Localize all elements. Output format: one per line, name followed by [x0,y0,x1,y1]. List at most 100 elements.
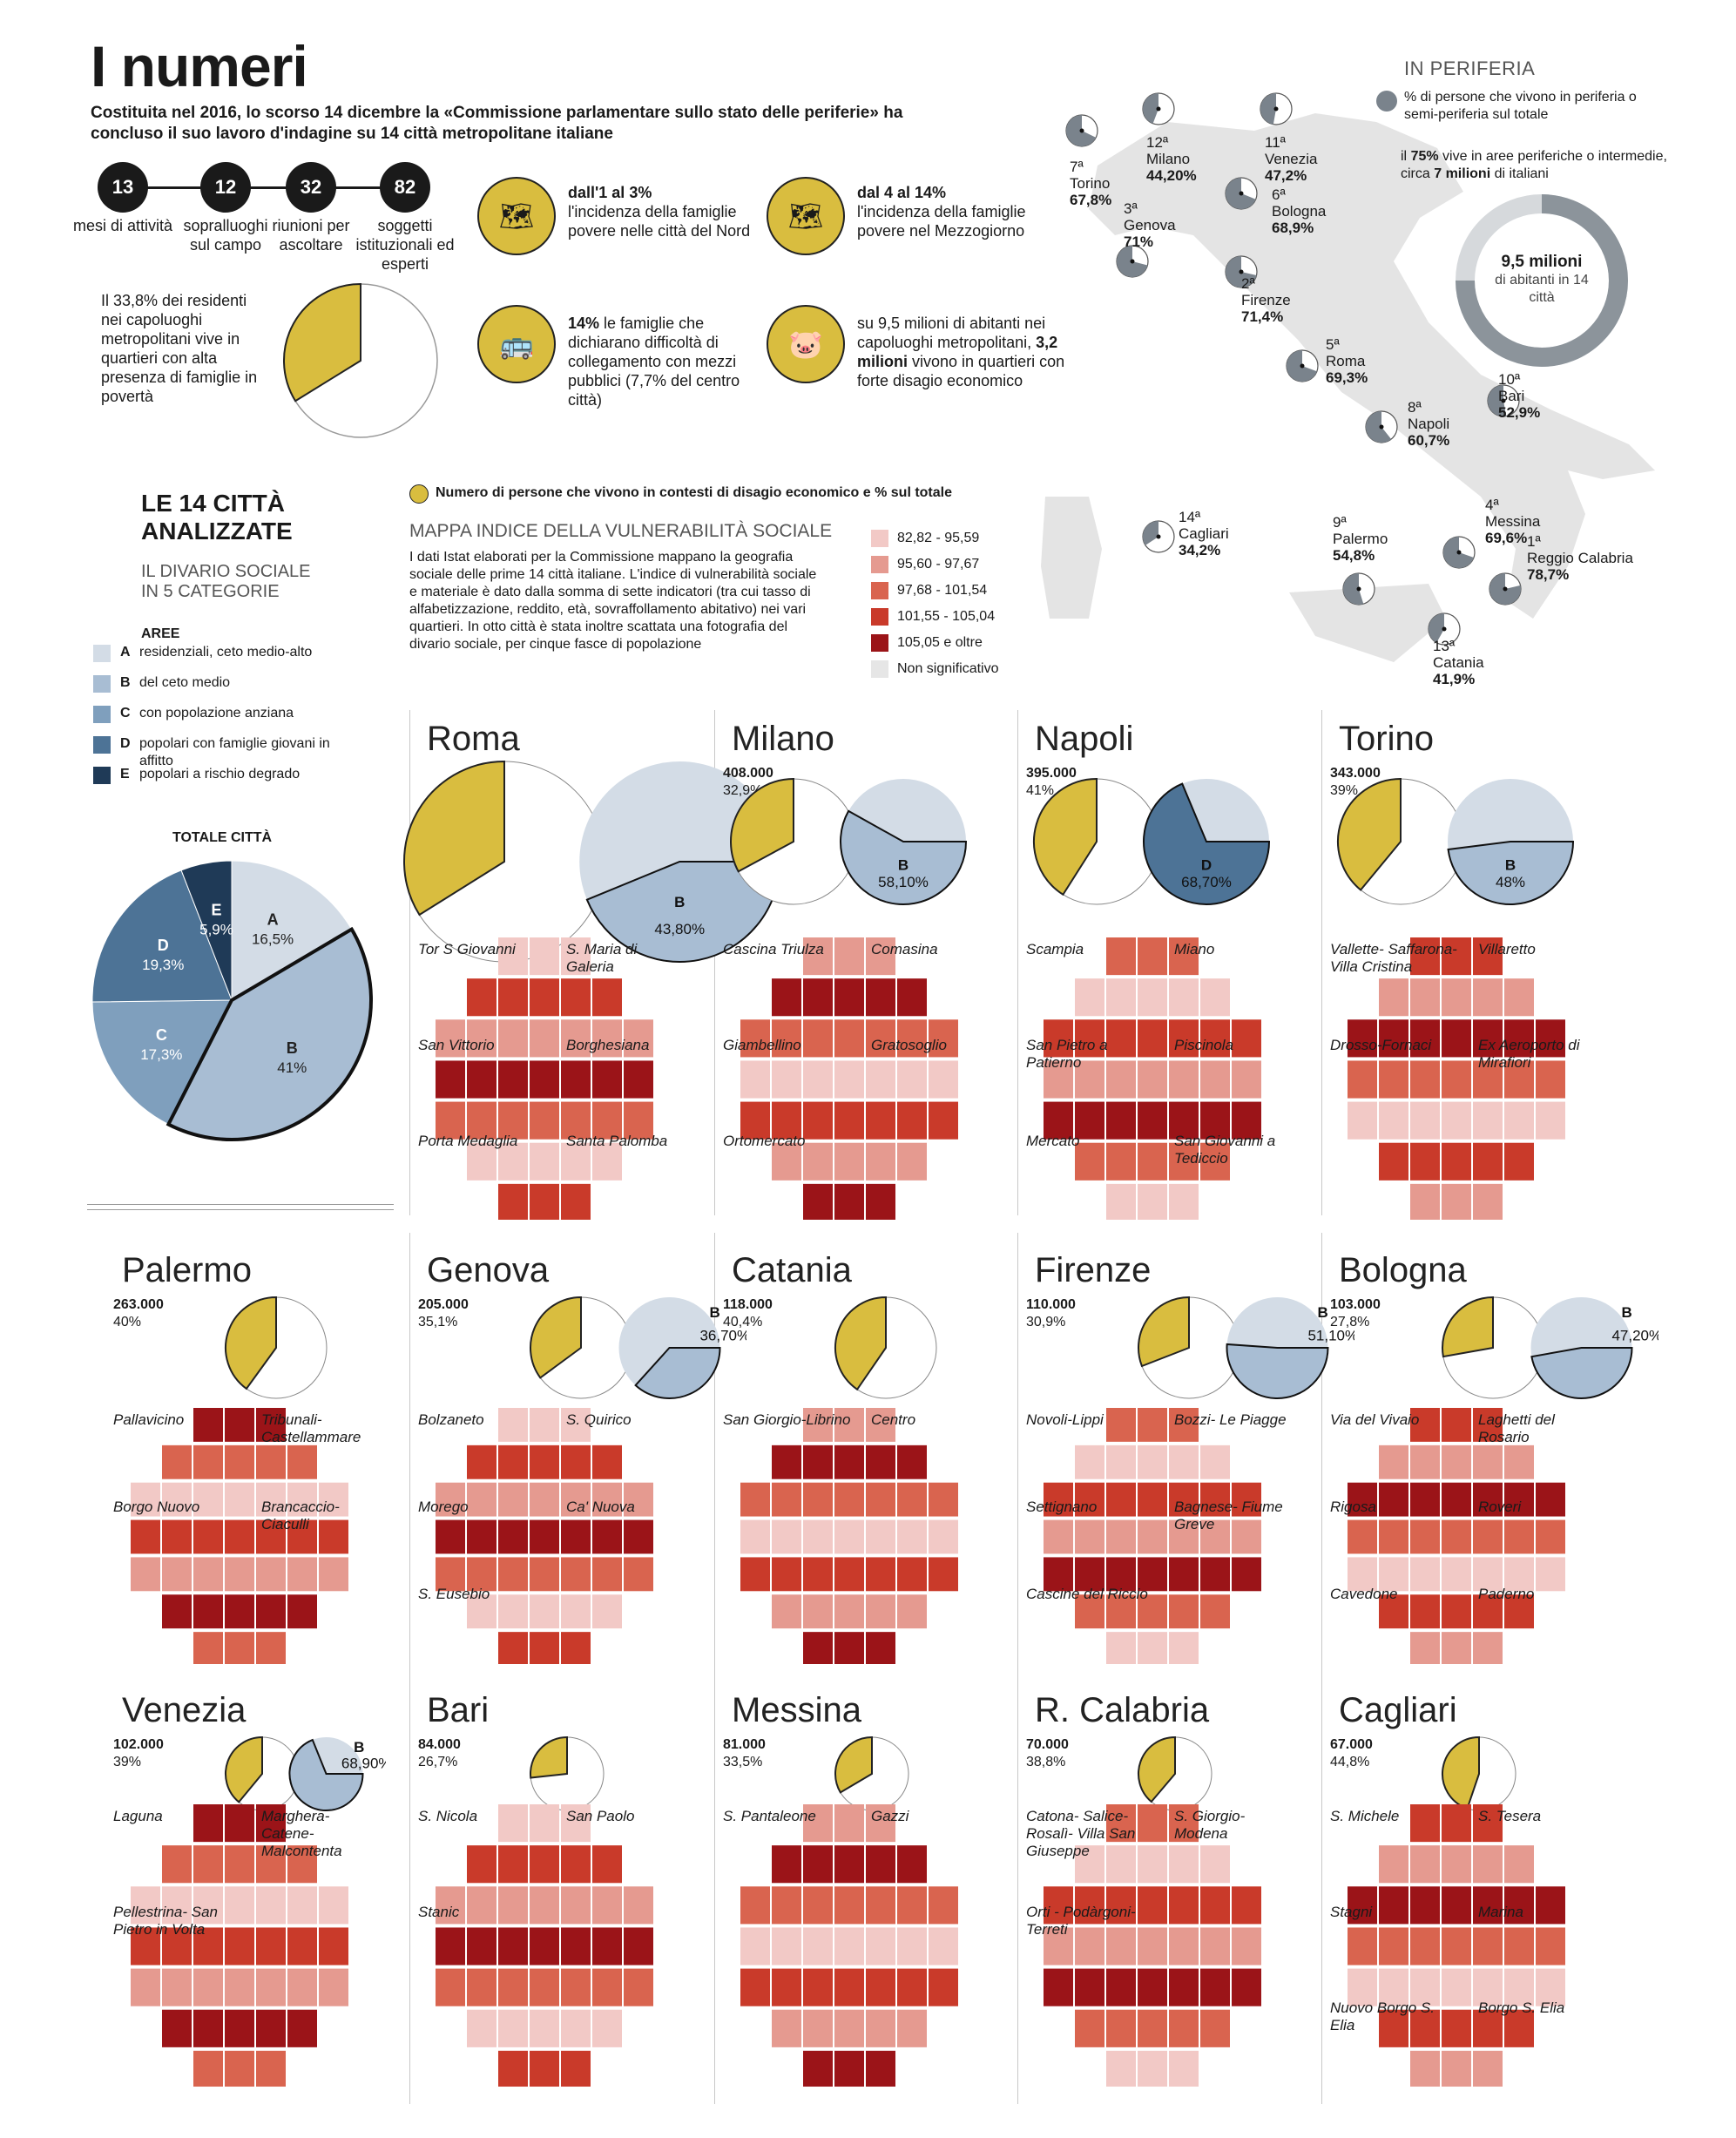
district-cell [866,1183,895,1220]
neighborhood-label: Porta Medaglia [418,1133,518,1149]
district-cell [897,1927,927,1965]
district-cell [256,1557,286,1592]
district-cell [1232,1482,1261,1517]
district-cell [1442,1101,1471,1140]
district-cell [225,1968,254,2006]
map-city-name: Catania [1433,654,1484,671]
south-fact: dal 4 al 14% l'incidenza della famiglie … [857,183,1031,240]
neighborhood-label: Catona- Salice- Rosalì- Villa San Giusep… [1026,1808,1136,1859]
map-city-rank: 4ª [1485,497,1499,513]
totale-slice-value: 19,3% [142,957,184,973]
district-cell [225,1845,254,1884]
district-cell [1138,1519,1167,1554]
neighborhood-label: Gratosoglio [871,1037,947,1053]
totale-slice-letter: D [158,937,169,954]
district-cell [1106,1557,1136,1592]
neighborhood-label: Ex Aeroporto di Mirafiori [1478,1037,1580,1071]
city-title: Napoli [1035,720,1134,758]
district-cell [530,2009,559,2047]
district-cell [1138,1408,1167,1442]
neighborhood-label: Bolzaneto [418,1411,484,1428]
district-cell [1379,1142,1408,1181]
district-cell [1075,1968,1104,2006]
district-cell [498,1519,528,1554]
map-city-name: Bologna [1272,203,1327,220]
totale-slice-B-outline [165,926,373,1141]
district-cell [772,1968,801,2006]
district-cell [498,2009,528,2047]
district-cell [1169,937,1199,976]
district-cell [1106,1445,1136,1479]
map-city-label: 10ª Bari 52,9% [1498,371,1540,421]
district-cell [1169,1968,1199,2006]
sardinia [1041,497,1102,619]
poverty-pie [283,282,438,438]
district-cell [1075,978,1104,1017]
neighborhood-label: Rigosa [1330,1499,1376,1515]
south-fact-bold: dal 4 al 14% [857,184,947,201]
map-city-name: Messina [1485,513,1541,530]
district-cell [1473,1632,1503,1664]
district-cell [803,1804,833,1843]
district-cell [929,1927,958,1965]
district-cell [319,1927,348,1965]
neighborhood-label: Stagni [1330,1904,1373,1920]
district-cell [1075,1927,1104,1965]
district-cell [193,1408,223,1442]
map-city-label: 6ª Bologna 68,9% [1272,186,1326,236]
district-cell [1348,1060,1377,1099]
map-city-dot [1356,586,1361,592]
district-cell [1410,1886,1440,1925]
neighborhood-label: Settignano [1026,1499,1098,1515]
district-cell [834,1519,864,1554]
city-pies: B58,10% [730,777,968,905]
city-vulnerability-map [1348,1408,1565,1664]
district-cell [866,1408,895,1442]
district-cell [1232,1519,1261,1554]
district-cell [772,1101,801,1140]
map-city-name: Bari [1498,388,1525,404]
district-cell [803,1594,833,1629]
city-people: 67.000 44,8% [1330,1736,1435,1771]
map-city-rank: 1ª [1527,533,1541,550]
city-vulnerability-map [740,1804,958,2087]
district-cell [897,1482,927,1517]
district-cell [287,1445,317,1479]
district-cell [1348,1519,1377,1554]
map-city-pie-slice [1343,573,1364,605]
neighborhood-label: Borgo S. Elia [1478,1999,1565,2016]
district-cell [897,1445,927,1479]
city-people: 205.000 35,1% [418,1296,523,1331]
district-cell [1379,1594,1408,1629]
district-cell [866,1142,895,1181]
map-city-pct: 68,9% [1272,220,1314,236]
city-people-count: 408.000 [723,766,773,781]
district-cell [131,1557,160,1592]
district-cell [834,1445,864,1479]
district-cell [929,1060,958,1099]
totale-slice-D [91,869,233,1003]
district-cell [592,1927,622,1965]
district-cell [1138,1804,1167,1843]
map-city-rank: 5ª [1326,336,1340,353]
district-cell [803,2050,833,2087]
city-area-letter: B [1318,1304,1328,1321]
district-cell [1379,1886,1408,1925]
map-city-dot [1456,550,1462,555]
district-cell [772,1142,801,1181]
district-cell [1169,1632,1199,1664]
city-pies [1442,1735,1516,1811]
map-city-label: 12ª Milano 44,20% [1146,134,1197,184]
divider [714,710,715,1215]
district-cell [772,1927,801,1965]
periphery-note: il 75% vive in aree periferiche o interm… [1401,148,1671,183]
district-cell [162,1886,192,1925]
district-cell [1442,1183,1471,1220]
district-cell [592,2009,622,2047]
city-people-count: 103.000 [1330,1297,1381,1312]
district-cell [225,1886,254,1925]
district-cell [1138,1183,1167,1220]
district-cell [1075,1060,1104,1099]
district-cell [1473,2050,1503,2087]
city-people-count: 102.000 [113,1737,164,1752]
